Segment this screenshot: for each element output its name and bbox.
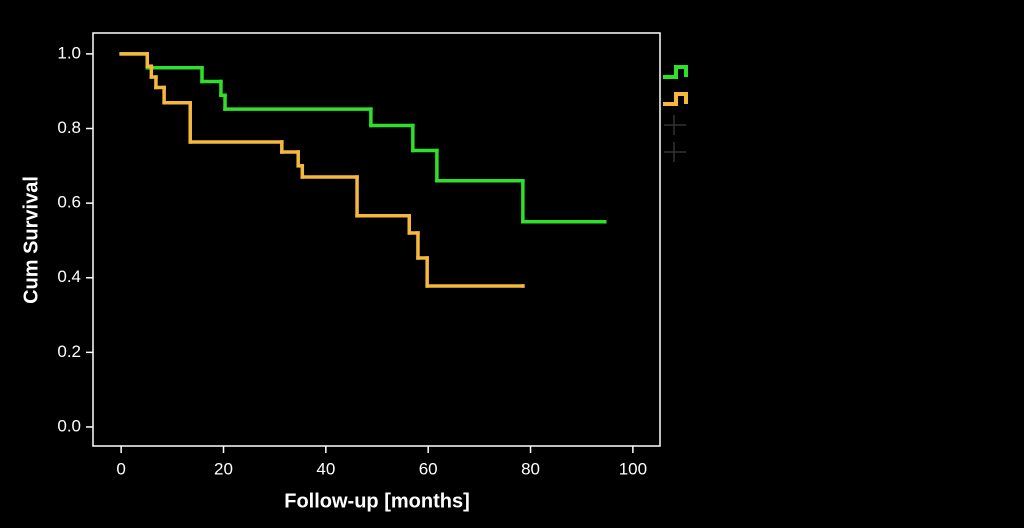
legend-symbol xyxy=(663,92,688,106)
legend-censor-symbol xyxy=(664,142,686,162)
x-tick-label: 40 xyxy=(316,459,335,478)
y-tick-label: 0.6 xyxy=(57,193,81,212)
x-tick-label: 0 xyxy=(116,459,125,478)
x-tick-label: 80 xyxy=(521,459,540,478)
y-tick-label: 0.4 xyxy=(57,267,81,286)
y-axis-title: Cum Survival xyxy=(20,176,42,304)
y-tick-label: 0.0 xyxy=(57,416,81,435)
x-axis-title: Follow-up [months] xyxy=(284,490,470,512)
x-tick-label: 60 xyxy=(419,459,438,478)
y-tick-label: 1.0 xyxy=(57,43,81,62)
x-tick-label: 100 xyxy=(619,459,647,478)
x-tick-label: 20 xyxy=(214,459,233,478)
legend-symbol xyxy=(663,65,688,79)
y-tick-label: 0.8 xyxy=(57,118,81,137)
y-tick-label: 0.2 xyxy=(57,342,81,361)
plot-frame xyxy=(92,32,661,447)
legend-censor-symbol xyxy=(664,115,686,135)
